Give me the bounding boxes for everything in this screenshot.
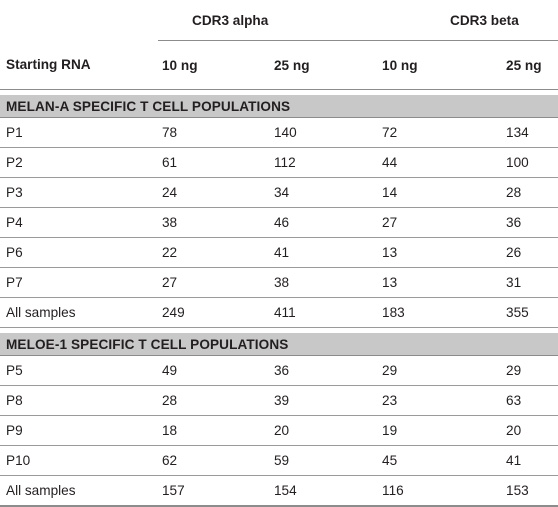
value-cell: 100	[486, 147, 558, 178]
value-cell: 153	[486, 475, 558, 507]
value-cell: 24	[158, 177, 258, 208]
value-cell: 20	[258, 415, 383, 446]
subheader-alpha-25ng: 25 ng	[258, 40, 383, 90]
header-blank	[0, 0, 158, 41]
section-title: MELOE-1 SPECIFIC T CELL POPULATIONS	[0, 333, 558, 356]
table-row: P6 22 41 13 26	[0, 237, 558, 268]
value-cell: 28	[158, 385, 258, 416]
value-cell: 61	[158, 147, 258, 178]
value-cell: 45	[382, 445, 487, 476]
value-cell: 18	[158, 415, 258, 446]
value-cell: 13	[382, 267, 487, 298]
row-label: P3	[0, 177, 158, 208]
value-cell: 183	[382, 297, 487, 328]
group-header-cdr3-alpha: CDR3 alpha	[158, 0, 383, 41]
value-cell: 19	[382, 415, 487, 446]
value-cell: 72	[382, 117, 487, 148]
table-row: P9 18 20 19 20	[0, 415, 558, 446]
value-cell: 31	[486, 267, 558, 298]
value-cell: 38	[258, 267, 383, 298]
subheader-row: Starting RNA 10 ng 25 ng 10 ng 25 ng	[0, 40, 558, 90]
section-header-row: MELOE-1 SPECIFIC T CELL POPULATIONS	[0, 333, 558, 356]
table-body: MELAN-A SPECIFIC T CELL POPULATIONS P1 78 1…	[0, 90, 558, 507]
subheader-beta-25ng: 25 ng	[486, 40, 558, 90]
value-cell: 44	[382, 147, 487, 178]
value-cell: 28	[486, 177, 558, 208]
value-cell: 27	[382, 207, 487, 238]
value-cell: 23	[382, 385, 487, 416]
value-cell: 46	[258, 207, 383, 238]
value-cell: 41	[258, 237, 383, 268]
group-header-cdr3-beta: CDR3 beta	[382, 0, 558, 41]
table-row: P7 27 38 13 31	[0, 267, 558, 298]
table-row: P10 62 59 45 41	[0, 445, 558, 476]
value-cell: 38	[158, 207, 258, 238]
value-cell: 29	[382, 355, 487, 386]
table-row: P4 38 46 27 36	[0, 207, 558, 238]
table-row: P2 61 112 44 100	[0, 147, 558, 178]
row-label: P6	[0, 237, 158, 268]
value-cell: 36	[486, 207, 558, 238]
row-label-header: Starting RNA	[0, 40, 158, 90]
row-label: All samples	[0, 475, 158, 507]
table-row: P8 28 39 23 63	[0, 385, 558, 416]
value-cell: 112	[258, 147, 383, 178]
table-row: P1 78 140 72 134	[0, 117, 558, 148]
value-cell: 411	[258, 297, 383, 328]
row-label: P7	[0, 267, 158, 298]
value-cell: 134	[486, 117, 558, 148]
value-cell: 39	[258, 385, 383, 416]
table-row: All samples 249 411 183 355	[0, 297, 558, 328]
value-cell: 34	[258, 177, 383, 208]
value-cell: 49	[158, 355, 258, 386]
value-cell: 59	[258, 445, 383, 476]
value-cell: 14	[382, 177, 487, 208]
row-label: P8	[0, 385, 158, 416]
value-cell: 20	[486, 415, 558, 446]
value-cell: 62	[158, 445, 258, 476]
value-cell: 63	[486, 385, 558, 416]
section-header-row: MELAN-A SPECIFIC T CELL POPULATIONS	[0, 95, 558, 118]
value-cell: 78	[158, 117, 258, 148]
table-row: P3 24 34 14 28	[0, 177, 558, 208]
value-cell: 41	[486, 445, 558, 476]
row-label: All samples	[0, 297, 158, 328]
value-cell: 36	[258, 355, 383, 386]
value-cell: 140	[258, 117, 383, 148]
group-header-row: CDR3 alpha CDR3 beta	[0, 0, 558, 41]
row-label: P4	[0, 207, 158, 238]
table-row: P5 49 36 29 29	[0, 355, 558, 386]
value-cell: 157	[158, 475, 258, 507]
row-label: P2	[0, 147, 158, 178]
value-cell: 116	[382, 475, 487, 507]
value-cell: 13	[382, 237, 487, 268]
value-cell: 29	[486, 355, 558, 386]
table-row: All samples 157 154 116 153	[0, 475, 558, 507]
subheader-alpha-10ng: 10 ng	[158, 40, 258, 90]
section-title: MELAN-A SPECIFIC T CELL POPULATIONS	[0, 95, 558, 118]
row-label: P5	[0, 355, 158, 386]
value-cell: 26	[486, 237, 558, 268]
row-label: P10	[0, 445, 158, 476]
value-cell: 27	[158, 267, 258, 298]
value-cell: 154	[258, 475, 383, 507]
value-cell: 249	[158, 297, 258, 328]
value-cell: 355	[486, 297, 558, 328]
value-cell: 22	[158, 237, 258, 268]
row-label: P9	[0, 415, 158, 446]
row-label: P1	[0, 117, 158, 148]
subheader-beta-10ng: 10 ng	[382, 40, 487, 90]
